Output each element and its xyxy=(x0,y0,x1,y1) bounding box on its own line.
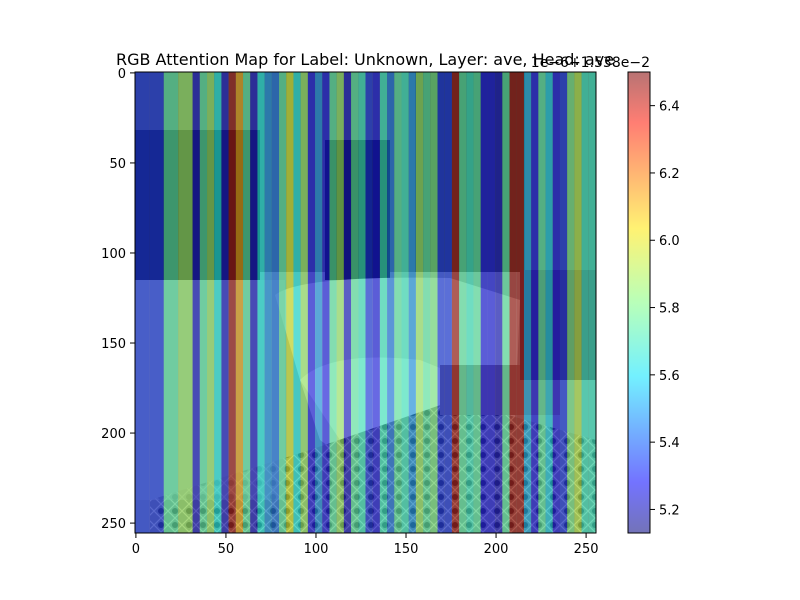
attention-stripe xyxy=(329,72,337,533)
y-axis: 0 50 100 150 200 250 xyxy=(101,67,135,532)
y-tick-label: 100 xyxy=(101,247,126,262)
colorbar-frame xyxy=(627,71,651,534)
attention-stripe xyxy=(336,72,344,533)
colorbar-tick-label: 6.2 xyxy=(659,167,680,182)
plot-area xyxy=(135,72,596,533)
colorbar-tick-label: 5.4 xyxy=(659,436,680,451)
attention-stripe xyxy=(415,72,424,533)
attention-stripe xyxy=(271,72,280,533)
attention-stripe xyxy=(538,72,546,533)
colorbar-tick-label: 5.8 xyxy=(659,302,680,317)
attention-stripe xyxy=(279,72,287,533)
attention-stripe xyxy=(192,72,200,533)
attention-stripe xyxy=(372,72,380,533)
x-tick-label: 250 xyxy=(574,542,599,557)
y-tick-label: 0 xyxy=(118,67,126,82)
attention-stripe xyxy=(531,72,539,533)
attention-stripe xyxy=(178,72,193,533)
attention-stripe xyxy=(315,72,323,533)
attention-stripe xyxy=(408,72,416,533)
colorbar-gradient xyxy=(628,72,650,533)
attention-stripe xyxy=(286,72,294,533)
attention-stripe xyxy=(351,72,359,533)
attention-stripe xyxy=(588,72,596,533)
attention-stripe xyxy=(293,72,301,533)
attention-stripe xyxy=(487,72,496,533)
attention-stripe xyxy=(545,72,553,533)
attention-stripe xyxy=(509,72,517,533)
attention-stripe xyxy=(480,72,488,533)
attention-stripe xyxy=(243,72,251,533)
colorbar-tick-label: 6.0 xyxy=(659,234,680,249)
x-tick-label: 50 xyxy=(218,542,235,557)
attention-stripe xyxy=(163,72,179,533)
x-tick-label: 100 xyxy=(304,542,329,557)
attention-stripe xyxy=(365,72,373,533)
attention-stripe xyxy=(358,72,366,533)
attention-stripe xyxy=(135,72,150,533)
attention-stripe xyxy=(199,72,208,533)
attention-stripe xyxy=(466,72,474,533)
x-tick-label: 150 xyxy=(394,542,419,557)
attention-stripe xyxy=(495,72,503,533)
attention-stripe xyxy=(552,72,560,533)
attention-stripe xyxy=(343,72,352,533)
colorbar: 5.2 5.4 5.6 5.8 6.0 6.2 6.4 1e−6+1.538e−2 xyxy=(531,55,680,534)
attention-stripe xyxy=(567,72,575,533)
colorbar-ticks: 5.2 5.4 5.6 5.8 6.0 6.2 6.4 xyxy=(650,100,680,518)
attention-stripes xyxy=(135,72,596,533)
attention-stripe xyxy=(401,72,409,533)
colorbar-tick-label: 5.2 xyxy=(659,503,680,518)
attention-stripe xyxy=(149,72,164,533)
attention-stripe xyxy=(574,72,582,533)
attention-stripe xyxy=(221,72,229,533)
x-axis: 0 50 100 150 200 250 xyxy=(132,533,599,557)
attention-stripe xyxy=(228,72,236,533)
attention-stripe xyxy=(430,72,438,533)
axes-frame xyxy=(134,71,597,534)
attention-stripe xyxy=(214,72,222,533)
attention-stripe xyxy=(451,72,460,533)
y-tick-label: 200 xyxy=(101,427,126,442)
attention-stripe xyxy=(235,72,244,533)
attention-stripe xyxy=(516,72,524,533)
attention-stripe xyxy=(523,72,532,533)
attention-stripe xyxy=(581,72,589,533)
y-tick-label: 150 xyxy=(101,337,126,352)
x-tick-label: 200 xyxy=(484,542,509,557)
attention-stripe xyxy=(423,72,431,533)
colorbar-offset-text: 1e−6+1.538e−2 xyxy=(531,55,650,71)
attention-stripe xyxy=(394,72,402,533)
colorbar-tick-label: 5.6 xyxy=(659,369,680,384)
attention-stripe xyxy=(300,72,308,533)
attention-stripe xyxy=(437,72,445,533)
attention-stripe xyxy=(387,72,395,533)
attention-stripe xyxy=(559,72,568,533)
y-tick-label: 250 xyxy=(101,517,126,532)
attention-stripe xyxy=(257,72,265,533)
attention-stripe xyxy=(444,72,452,533)
attention-stripe xyxy=(379,72,388,533)
y-tick-label: 50 xyxy=(109,157,126,172)
colorbar-tick-label: 6.4 xyxy=(659,100,680,115)
x-tick-label: 0 xyxy=(132,542,140,557)
attention-stripe xyxy=(264,72,272,533)
attention-stripe xyxy=(502,72,510,533)
attention-stripe xyxy=(459,72,467,533)
attention-stripe xyxy=(207,72,215,533)
attention-stripe xyxy=(250,72,258,533)
attention-stripe xyxy=(322,72,330,533)
attention-stripe xyxy=(307,72,316,533)
chart-title: RGB Attention Map for Label: Unknown, La… xyxy=(116,50,614,69)
attention-stripe xyxy=(473,72,481,533)
